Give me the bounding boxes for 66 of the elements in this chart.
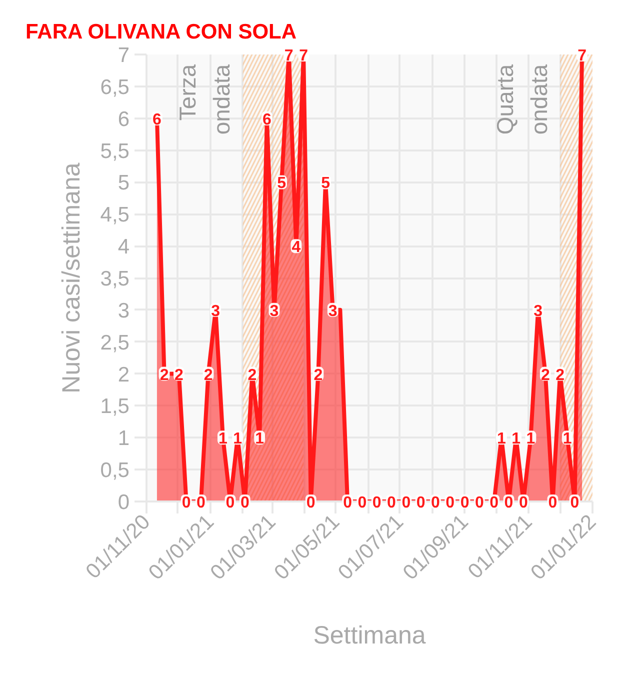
data-label: 1 (255, 430, 264, 448)
y-tick-label: 4 (118, 236, 130, 259)
data-label: 1 (218, 430, 228, 448)
data-label: 2 (160, 366, 169, 384)
data-label: 1 (562, 430, 572, 448)
data-label: 2 (204, 366, 213, 384)
data-label: 0 (504, 494, 514, 512)
chart-title: FARA OLIVANA CON SOLA (26, 20, 297, 44)
y-tick-label: 5 (118, 172, 130, 195)
data-label: 6 (262, 111, 272, 128)
data-label: 0 (182, 494, 191, 512)
data-label: 1 (526, 430, 536, 448)
y-tick-label: 1 (118, 427, 130, 450)
data-label: 5 (321, 175, 330, 192)
data-label: 0 (490, 494, 499, 512)
y-tick-label: 5,5 (100, 140, 130, 163)
data-label: 4 (292, 239, 301, 256)
data-label: 3 (270, 302, 279, 320)
data-label: 0 (306, 494, 316, 512)
data-label: 0 (343, 494, 352, 512)
data-label: 2 (314, 366, 323, 384)
data-label: 3 (328, 302, 338, 320)
data-label: 2 (556, 366, 565, 384)
y-tick-label: 0 (118, 491, 130, 514)
data-label: 2 (174, 366, 184, 384)
y-axis-title: Nuovi casi/settimana (57, 162, 86, 394)
data-label: 0 (402, 494, 411, 512)
data-label: 2 (540, 366, 550, 384)
y-tick-label: 1,5 (100, 395, 130, 418)
y-tick-label: 2 (118, 363, 130, 386)
data-label: 2 (248, 366, 257, 384)
data-label: 7 (578, 48, 587, 64)
y-tick-label: 0,5 (100, 459, 130, 482)
data-label: 0 (226, 494, 235, 512)
data-label: 0 (196, 494, 206, 512)
data-label: 0 (240, 494, 250, 512)
data-label: 1 (496, 430, 506, 448)
annotation: Terza ondata (174, 64, 234, 135)
data-label: 0 (570, 494, 580, 512)
data-label: 6 (152, 111, 162, 128)
x-axis-title: Settimana (313, 622, 426, 650)
data-label: 7 (284, 48, 294, 64)
data-label: 0 (387, 494, 396, 512)
y-tick-label: 7 (118, 44, 130, 67)
data-label: 3 (534, 302, 543, 320)
data-label: 0 (518, 494, 528, 512)
data-label: 0 (460, 494, 470, 512)
y-tick-label: 3 (118, 299, 130, 322)
data-label: 5 (277, 175, 286, 192)
data-label: 0 (446, 494, 455, 512)
data-label: 1 (233, 430, 242, 448)
data-label: 1 (512, 430, 521, 448)
annotation: Quarta ondata (492, 64, 552, 135)
y-tick-label: 3,5 (100, 268, 130, 290)
data-label: 7 (299, 48, 308, 64)
data-label: 0 (431, 494, 440, 512)
data-label: 0 (358, 494, 367, 512)
y-tick-label: 4,5 (100, 204, 130, 227)
data-label: 0 (474, 494, 484, 512)
y-tick-label: 2,5 (100, 331, 130, 354)
y-tick-label: 6,5 (100, 76, 130, 99)
data-label: 0 (548, 494, 558, 512)
data-label: 3 (211, 302, 220, 320)
data-label: 0 (416, 494, 426, 512)
y-tick-label: 6 (118, 108, 130, 131)
data-label: 0 (372, 494, 382, 512)
